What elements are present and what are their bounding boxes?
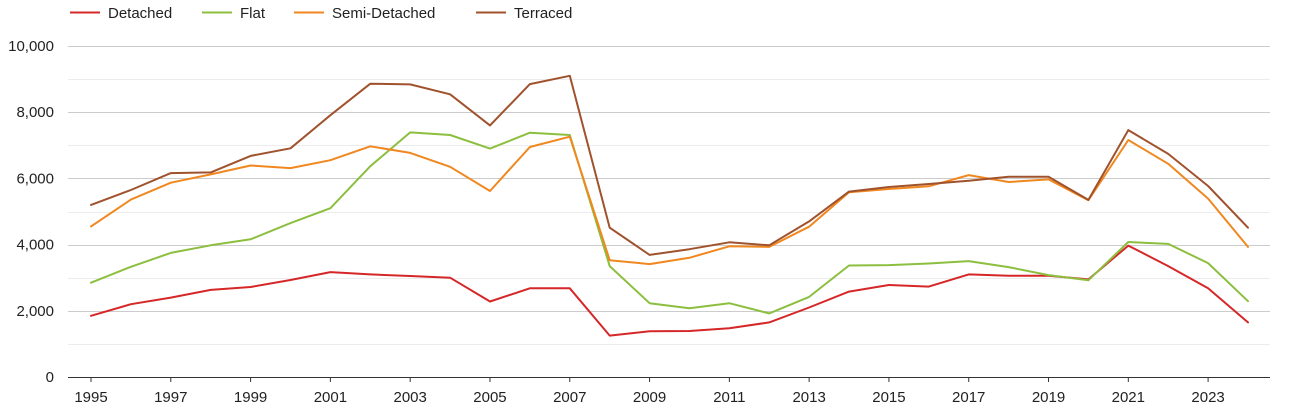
x-tick-label: 1999: [234, 389, 267, 406]
series-line-semi-detached: [90, 135, 1249, 266]
x-tick-label: 2009: [633, 389, 666, 406]
legend-label: Semi-Detached: [332, 5, 435, 22]
y-tick-label: 10,000: [8, 38, 54, 55]
series-line-terraced: [90, 74, 1249, 256]
y-tick-label: 2,000: [16, 303, 54, 320]
x-tick-label: 2015: [872, 389, 905, 406]
legend-label: Flat: [240, 5, 266, 22]
x-tick-label: 2017: [952, 389, 985, 406]
y-tick-label: 8,000: [16, 104, 54, 121]
x-tick-label: 2013: [792, 389, 825, 406]
legend-label: Detached: [108, 5, 172, 22]
x-tick-label: 1997: [154, 389, 187, 406]
legend: Detached Flat Semi-Detached Terraced: [70, 5, 572, 22]
x-tick-label: 2003: [393, 389, 426, 406]
y-axis: 0 2,000 4,000 6,000 8,000 10,000: [8, 38, 54, 386]
x-tick-label: 2023: [1191, 389, 1224, 406]
series-line-flat: [90, 131, 1249, 315]
x-tick-label: 2007: [553, 389, 586, 406]
x-tick-label: 2011: [713, 389, 745, 406]
series-line-detached: [90, 244, 1249, 337]
gridlines: [68, 46, 1270, 378]
x-tick-label: 2019: [1032, 389, 1065, 406]
x-tick-label: 2001: [314, 389, 347, 406]
y-tick-label: 6,000: [16, 170, 54, 187]
x-axis: 1995 1997 1999 2001 2003 2005 2007 2009 2011 2013…: [68, 377, 1270, 406]
series-lines: [90, 74, 1249, 337]
x-tick-label: 1995: [74, 389, 107, 406]
x-tick-label: 2005: [473, 389, 506, 406]
y-tick-label: 4,000: [16, 237, 54, 254]
legend-label: Terraced: [514, 5, 572, 22]
y-tick-label: 0: [46, 369, 54, 386]
x-tick-label: 2021: [1112, 389, 1145, 406]
